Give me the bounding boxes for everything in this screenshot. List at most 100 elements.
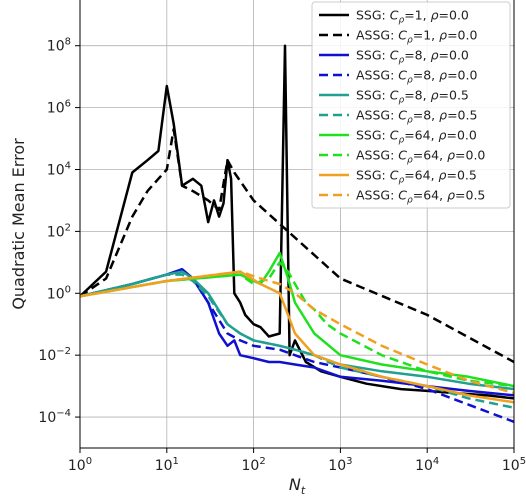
y-tick-label: 108 [47,37,71,55]
y-tick-exp: 2 [65,222,71,233]
legend-c-sub: ρ [407,156,413,166]
legend-rho-value: =0.0 [455,148,485,163]
legend-label: SSG: Cρ=64, ρ=0.0 [356,128,477,146]
x-tick-exp: 4 [433,456,439,467]
legend-c-symbol: C [398,188,407,203]
legend-c-symbol: C [398,108,407,123]
legend-rho-value: =0.5 [455,188,485,203]
x-tick-exp: 1 [173,456,179,467]
x-tick-base: 10 [502,458,520,474]
y-tick-base: 10 [38,348,56,364]
x-axis-label: Nt [289,475,306,497]
legend-rho-symbol: ρ [447,188,455,203]
y-tick-exp: 6 [65,99,71,110]
legend-box [311,1,511,209]
series-line-8 [80,261,514,388]
x-tick-base: 10 [328,458,346,474]
legend-label: ASSG: Cρ=64, ρ=0.5 [356,188,485,206]
y-tick-exp: −4 [56,408,71,419]
y-tick-base: 10 [47,39,65,55]
legend-c-value: =64, [404,128,438,143]
legend-c-symbol: C [398,68,407,83]
x-tick-exp: 2 [259,456,265,467]
legend-method: ASSG: [356,188,398,203]
y-tick-label: 10−4 [38,408,71,426]
y-tick-label: 100 [47,284,71,302]
legend-c-sub: ρ [407,116,413,126]
series-line-10 [80,270,514,395]
series-line-2 [80,127,514,364]
y-tick-exp: 8 [65,37,71,48]
legend-label: ASSG: Cρ=64, ρ=0.0 [356,148,485,166]
legend-method: ASSG: [356,28,398,43]
legend-rho-value: =0.5 [439,88,469,103]
legend-c-value: =1, [404,8,430,23]
x-tick-exp: 5 [520,456,526,467]
legend-rho-symbol: ρ [439,128,447,143]
series-lines [80,44,514,423]
y-tick-label: 106 [47,99,71,117]
legend-label: ASSG: Cρ=1, ρ=0.0 [356,28,477,46]
series-line-9 [80,270,514,404]
legend-rho-value: =0.0 [439,8,469,23]
legend-c-value: =8, [413,68,439,83]
legend-rho-symbol: ρ [439,168,447,183]
legend-rho-value: =0.5 [447,108,477,123]
x-tick-base: 10 [68,458,86,474]
x-tick-exp: 3 [346,456,352,467]
legend-method: ASSG: [356,108,398,123]
y-tick-base: 10 [47,162,65,178]
legend-c-value: =8, [413,108,439,123]
y-tick-exp: 4 [65,160,71,171]
series-line-7 [80,251,514,388]
x-tick-label: 101 [155,456,179,474]
legend-c-value: =64, [404,168,438,183]
y-tick-base: 10 [47,224,65,240]
y-tick-base: 10 [38,410,56,426]
tick-labels: 100 101 102 103 104 10510−410−210010210410610… [38,37,526,474]
legend-method: SSG: [356,128,390,143]
y-tick-label: 102 [47,222,71,240]
legend-c-value: =64, [413,148,447,163]
legend-c-value: =8, [404,48,430,63]
x-tick-base: 10 [155,458,173,474]
legend-c-sub: ρ [398,176,404,186]
legend-c-value: =1, [413,28,439,43]
legend-rho-symbol: ρ [439,108,447,123]
legend-rho-symbol: ρ [431,88,439,103]
y-tick-label: 104 [47,160,71,178]
legend-c-sub: ρ [407,76,413,86]
legend-c-sub: ρ [398,16,404,26]
legend-method: ASSG: [356,148,398,163]
legend-rho-value: =0.0 [439,48,469,63]
y-tick-base: 10 [47,286,65,302]
legend-label: SSG: Cρ=1, ρ=0.0 [356,8,469,26]
series-line-3 [80,267,514,397]
y-axis-label: Quadratic Mean Error [9,138,28,310]
legend-c-symbol: C [390,128,399,143]
legend-c-symbol: C [390,168,399,183]
legend-c-sub: ρ [398,136,404,146]
x-tick-label: 105 [502,456,526,474]
plot-frame [79,0,515,449]
legend-rho-value: =0.0 [447,68,477,83]
legend-rho-value: =0.0 [447,28,477,43]
legend-label: SSG: Cρ=64, ρ=0.5 [356,168,477,186]
legend-rho-symbol: ρ [439,68,447,83]
x-axis-label-main: N [289,475,301,494]
legend-rho-symbol: ρ [439,28,447,43]
legend-method: SSG: [356,88,390,103]
legend-rho-symbol: ρ [447,148,455,163]
x-tick-label: 104 [415,456,439,474]
legend-c-sub: ρ [407,196,413,206]
legend-method: SSG: [356,48,390,63]
x-axis-label-sub: t [301,484,306,497]
series-line-1 [80,44,514,400]
legend-c-sub: ρ [407,36,413,46]
legend-c-symbol: C [398,28,407,43]
x-tick-label: 103 [328,456,352,474]
legend-c-symbol: C [390,48,399,63]
legend-rho-value: =0.5 [446,168,476,183]
